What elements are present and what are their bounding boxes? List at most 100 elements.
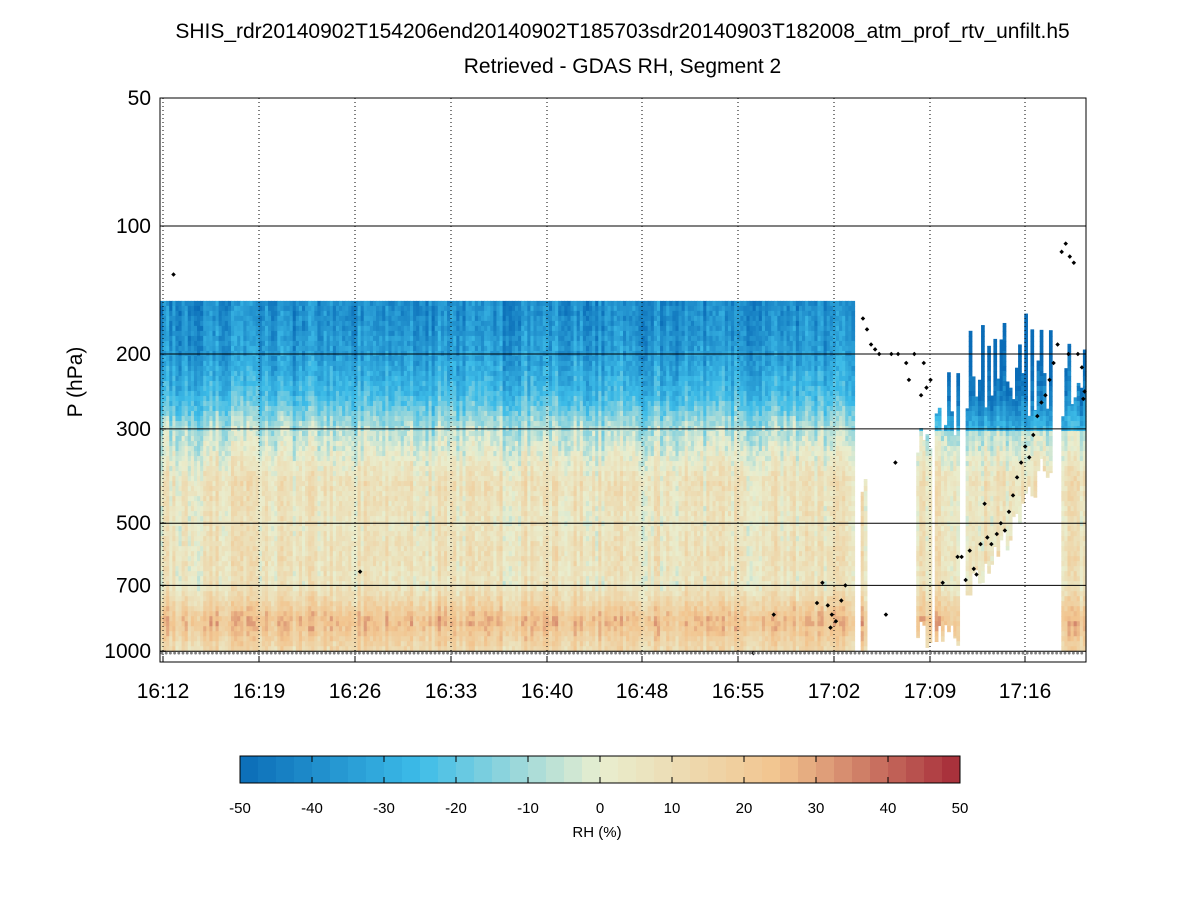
heatmap-cell — [209, 421, 214, 427]
heatmap-cell — [181, 556, 186, 562]
heatmap-cell — [218, 400, 223, 407]
heatmap-cell — [280, 626, 285, 632]
heatmap-cell — [169, 370, 173, 377]
heatmap-cell — [268, 380, 272, 387]
heatmap-cell — [252, 385, 257, 392]
heatmap-cell — [175, 541, 180, 547]
heatmap-cell — [206, 325, 210, 332]
heatmap-cell — [169, 436, 173, 442]
heatmap-cell — [203, 476, 207, 482]
heatmap-cell — [224, 300, 229, 307]
heatmap-cell — [212, 390, 217, 397]
heatmap-cell — [258, 365, 263, 372]
heatmap-cell — [200, 596, 204, 602]
heatmap-cell — [175, 320, 180, 327]
heatmap-cell — [209, 471, 214, 477]
heatmap-cell — [274, 405, 278, 412]
heatmap-cell — [203, 626, 207, 632]
heatmap-cell — [249, 551, 254, 557]
heatmap-cell — [255, 611, 260, 617]
heatmap-cell — [252, 476, 257, 482]
heatmap-cell — [240, 365, 244, 372]
heatmap-cell — [252, 611, 257, 617]
heatmap-cell — [230, 355, 235, 362]
heatmap-cell — [243, 611, 248, 617]
heatmap-cell — [218, 375, 223, 382]
heatmap-cell — [249, 541, 254, 547]
heatmap-cell — [197, 566, 201, 572]
heatmap-cell — [206, 556, 210, 562]
heatmap-cell — [175, 611, 180, 617]
heatmap-cell — [178, 400, 183, 407]
heatmap-cell — [261, 621, 266, 627]
heatmap-cell — [240, 641, 244, 647]
heatmap-cell — [268, 631, 272, 637]
heatmap-cell — [227, 481, 232, 487]
heatmap-cell — [221, 405, 226, 412]
heatmap-cell — [274, 506, 278, 512]
heatmap-cell — [246, 456, 251, 462]
heatmap-cell — [203, 360, 207, 367]
heatmap-cell — [255, 571, 260, 577]
heatmap-cell — [268, 591, 272, 597]
heatmap-cell — [234, 421, 238, 427]
heatmap-cell — [175, 531, 180, 537]
heatmap-cell — [175, 581, 180, 587]
heatmap-cell — [224, 395, 229, 402]
heatmap-cell — [240, 405, 244, 412]
heatmap-cell — [240, 521, 244, 527]
heatmap-cell — [234, 646, 238, 652]
heatmap-cell — [246, 345, 251, 352]
heatmap-cell — [209, 646, 214, 652]
heatmap-cell — [230, 531, 235, 537]
heatmap-cell — [237, 456, 241, 462]
heatmap-cell — [227, 325, 232, 332]
heatmap-cell — [234, 491, 238, 497]
heatmap-cell — [283, 305, 288, 312]
heatmap-cell — [280, 436, 285, 442]
heatmap-cell — [221, 586, 226, 592]
heatmap-cell — [212, 446, 217, 452]
heatmap-cell — [240, 611, 244, 617]
heatmap-cell — [261, 320, 266, 327]
heatmap-cell — [184, 581, 189, 587]
heatmap-cell — [237, 335, 241, 342]
heatmap-cell — [230, 511, 235, 517]
heatmap-cell — [227, 340, 232, 347]
heatmap-cell — [286, 516, 291, 522]
heatmap-cell — [163, 405, 167, 412]
heatmap-cell — [166, 561, 170, 567]
heatmap-cell — [227, 466, 232, 472]
heatmap-cell — [160, 556, 164, 562]
heatmap-cell — [178, 616, 183, 622]
heatmap-cell — [237, 591, 241, 597]
heatmap-cell — [190, 531, 195, 537]
heatmap-cell — [215, 431, 220, 437]
heatmap-cell — [243, 395, 248, 402]
heatmap-cell — [255, 636, 260, 642]
heatmap-cell — [221, 461, 226, 467]
heatmap-cell — [268, 310, 272, 317]
heatmap-cell — [271, 451, 275, 457]
heatmap-cell — [178, 370, 183, 377]
heatmap-cell — [227, 471, 232, 477]
heatmap-cell — [246, 330, 251, 337]
heatmap-cell — [206, 511, 210, 517]
heatmap-cell — [193, 395, 198, 402]
heatmap-cell — [264, 411, 269, 417]
heatmap-cell — [221, 431, 226, 437]
heatmap-cell — [197, 571, 201, 577]
heatmap-cell — [261, 390, 266, 397]
heatmap-cell — [261, 310, 266, 317]
heatmap-cell — [280, 456, 285, 462]
heatmap-cell — [178, 641, 183, 647]
heatmap-cell — [283, 511, 288, 517]
heatmap-cell — [218, 611, 223, 617]
heatmap-cell — [166, 631, 170, 637]
heatmap-cell — [274, 451, 278, 457]
heatmap-cell — [175, 591, 180, 597]
heatmap-cell — [252, 641, 257, 647]
heatmap-cell — [234, 436, 238, 442]
heatmap-cell — [218, 641, 223, 647]
heatmap-cell — [274, 586, 278, 592]
